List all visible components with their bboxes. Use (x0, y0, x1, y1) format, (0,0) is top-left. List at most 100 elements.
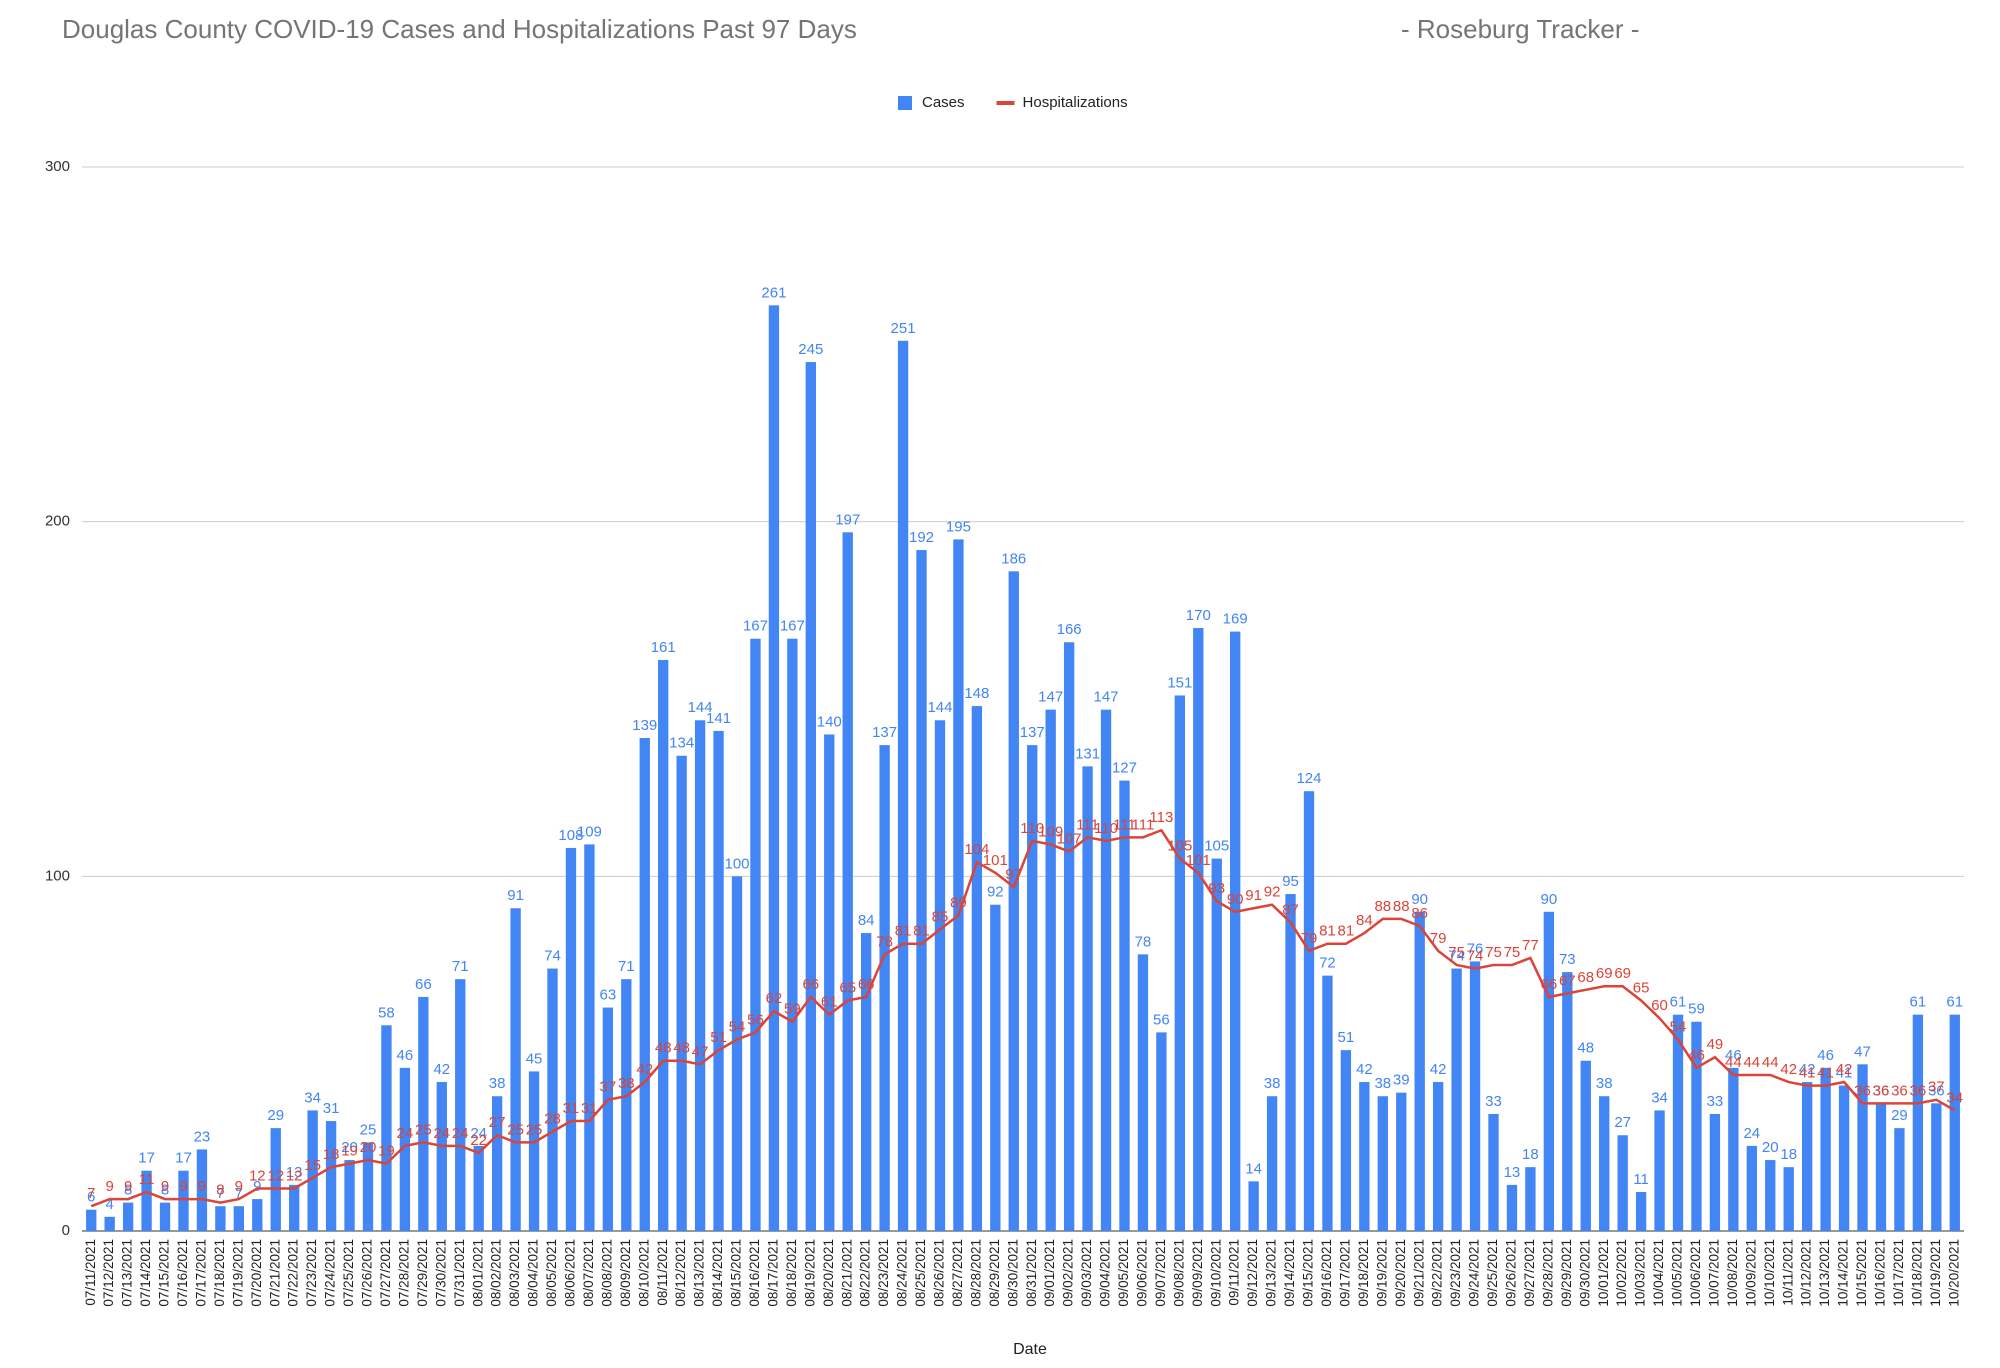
bar (842, 532, 853, 1231)
x-tick-label: 10/05/2021 (1670, 1239, 1685, 1307)
data-label: 18 (323, 1146, 340, 1163)
data-label: 19 (378, 1143, 395, 1160)
x-tick-label: 07/18/2021 (212, 1239, 227, 1307)
x-tick-label: 09/01/2021 (1042, 1239, 1057, 1307)
data-label: 111 (1076, 816, 1099, 833)
data-label: 31 (323, 1100, 340, 1117)
data-label: 44 (1743, 1054, 1760, 1071)
x-tick-label: 09/19/2021 (1374, 1239, 1389, 1307)
bar (676, 755, 687, 1231)
data-label: 31 (563, 1100, 580, 1117)
bar (768, 305, 780, 1231)
bar (1802, 1082, 1813, 1231)
bar (1783, 1167, 1794, 1231)
data-label: 6 (87, 1189, 95, 1206)
data-label: 147 (1094, 689, 1119, 706)
x-tick-label: 10/01/2021 (1596, 1239, 1611, 1307)
bar (159, 1202, 171, 1231)
bar (289, 1184, 300, 1231)
data-label: 65 (839, 979, 856, 996)
bar (1063, 642, 1075, 1231)
x-tick-label: 07/15/2021 (157, 1239, 172, 1307)
data-label: 167 (743, 618, 768, 635)
data-label: 71 (618, 958, 635, 975)
bar (473, 1145, 484, 1231)
data-label: 76 (1467, 940, 1484, 957)
data-label: 51 (710, 1029, 727, 1046)
data-label: 34 (1651, 1089, 1668, 1106)
data-label: 7 (235, 1185, 243, 1202)
data-label: 97 (1005, 866, 1022, 883)
data-label: 48 (655, 1040, 672, 1057)
data-label: 44 (1725, 1054, 1742, 1071)
x-tick-label: 10/17/2021 (1891, 1239, 1906, 1307)
x-tick-label: 08/06/2021 (563, 1239, 578, 1307)
x-tick-label: 07/22/2021 (286, 1239, 301, 1307)
x-tick-label: 09/10/2021 (1208, 1239, 1223, 1307)
x-tick-label: 09/08/2021 (1171, 1239, 1186, 1307)
data-label: 166 (1057, 621, 1082, 638)
x-tick-label: 08/03/2021 (507, 1239, 522, 1307)
data-label: 9 (253, 1178, 261, 1195)
x-tick-label: 07/14/2021 (138, 1239, 153, 1307)
legend-label: Hospitalizations (1023, 94, 1128, 111)
data-label: 78 (1135, 933, 1152, 950)
data-label: 58 (378, 1004, 395, 1021)
data-label: 38 (618, 1075, 635, 1092)
bar (1875, 1103, 1887, 1231)
bar (934, 720, 946, 1231)
bar (1488, 1113, 1499, 1231)
bar (861, 933, 872, 1231)
bar (1617, 1135, 1628, 1231)
bar (602, 1007, 614, 1231)
bar (787, 638, 798, 1231)
x-tick-label: 10/18/2021 (1909, 1239, 1924, 1307)
bar (584, 844, 595, 1231)
data-label: 73 (1559, 951, 1576, 968)
bar (1414, 911, 1425, 1231)
x-tick-label: 10/09/2021 (1743, 1239, 1758, 1307)
data-label: 75 (1485, 944, 1502, 961)
bar (1857, 1064, 1868, 1231)
data-label: 192 (909, 529, 934, 546)
x-tick-label: 08/12/2021 (673, 1239, 688, 1307)
bar (713, 730, 724, 1231)
data-label: 18 (1522, 1146, 1539, 1163)
x-tick-label: 07/17/2021 (193, 1239, 208, 1307)
data-label: 100 (724, 855, 749, 872)
x-tick-label: 07/29/2021 (415, 1239, 430, 1307)
bar (418, 996, 429, 1231)
x-tick-label: 09/04/2021 (1098, 1239, 1113, 1307)
data-label: 124 (1296, 770, 1321, 787)
data-label: 197 (835, 511, 860, 528)
x-tick-label: 09/05/2021 (1116, 1239, 1131, 1307)
data-label: 71 (452, 958, 469, 975)
data-label: 38 (1596, 1075, 1613, 1092)
bar (565, 847, 577, 1231)
bar (1525, 1167, 1536, 1231)
data-label: 9 (198, 1178, 206, 1195)
data-label: 47 (692, 1043, 709, 1060)
bar (1931, 1103, 1942, 1231)
x-tick-label: 07/11/2021 (83, 1239, 98, 1306)
data-label: 68 (1577, 969, 1594, 986)
data-label: 31 (581, 1100, 598, 1117)
data-label: 92 (1264, 884, 1281, 901)
bar (122, 1202, 134, 1231)
data-label: 195 (946, 518, 971, 535)
x-tick-label: 08/13/2021 (692, 1239, 707, 1307)
x-tick-label: 07/30/2021 (433, 1239, 448, 1307)
data-label: 17 (138, 1150, 155, 1167)
data-label: 14 (1245, 1160, 1262, 1177)
x-tick-label: 07/13/2021 (120, 1239, 135, 1307)
data-label: 101 (1186, 852, 1211, 869)
data-label: 88 (1374, 898, 1391, 915)
data-label: 24 (397, 1125, 414, 1142)
data-label: 36 (1928, 1082, 1945, 1099)
x-tick-label: 10/19/2021 (1928, 1239, 1943, 1307)
x-tick-label: 08/11/2021 (655, 1239, 670, 1306)
data-label: 38 (1264, 1075, 1281, 1092)
data-label: 22 (470, 1132, 487, 1149)
data-label: 111 (1113, 816, 1136, 833)
